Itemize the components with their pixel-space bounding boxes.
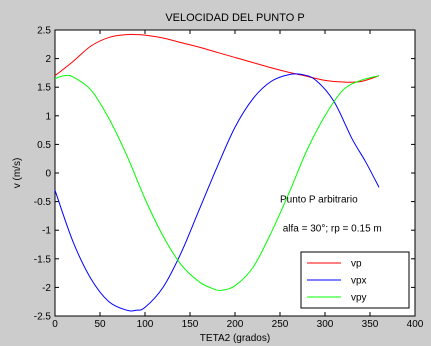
series-line-vpx (54, 73, 380, 312)
x-tick-label: 300 (317, 319, 334, 330)
legend-label-vp: vp (351, 259, 362, 270)
x-tick-label: 100 (137, 319, 154, 330)
y-tick-label: 2.5 (37, 26, 51, 37)
y-axis-label: v (m/s) (12, 158, 23, 189)
chart-title: VELOCIDAD DEL PUNTO P (165, 12, 304, 24)
y-tick-label: 0.5 (37, 140, 51, 151)
y-tick-label: -2 (42, 283, 51, 294)
series-line-vpy (54, 74, 380, 291)
axis-ticks: 0 50 100 150 200 250 300 350 400 2.5 2 1.5 1 0.5 0 -0.5… (34, 26, 424, 331)
x-tick-label: 350 (362, 319, 379, 330)
series-lines (54, 33, 380, 312)
x-tick-label: 0 (52, 319, 58, 330)
annotation-point-p: Punto P arbitrario (280, 195, 358, 206)
x-tick-label: 150 (182, 319, 199, 330)
legend-label-vpx: vpx (351, 276, 367, 287)
x-tick-label: 250 (272, 319, 289, 330)
legend-label-vpy: vpy (351, 293, 367, 304)
x-tick-label: 400 (407, 319, 424, 330)
y-tick-label: 2 (45, 54, 51, 65)
y-tick-label: -0.5 (34, 197, 52, 208)
annotation-parameters: alfa = 30°; rp = 0.15 m (283, 223, 382, 234)
y-tick-label: 1 (45, 111, 51, 122)
y-tick-label: -1.5 (34, 254, 52, 265)
series-line-vp (54, 33, 380, 83)
y-tick-label: -1 (42, 226, 51, 237)
legend: vp vpx vpy (300, 251, 410, 309)
x-tick-label: 200 (227, 319, 244, 330)
y-tick-label: -2.5 (34, 312, 52, 323)
x-tick-label: 50 (94, 319, 106, 330)
y-tick-label: 0 (45, 169, 51, 180)
y-tick-label: 1.5 (37, 83, 51, 94)
x-axis-label: TETA2 (grados) (200, 333, 270, 344)
